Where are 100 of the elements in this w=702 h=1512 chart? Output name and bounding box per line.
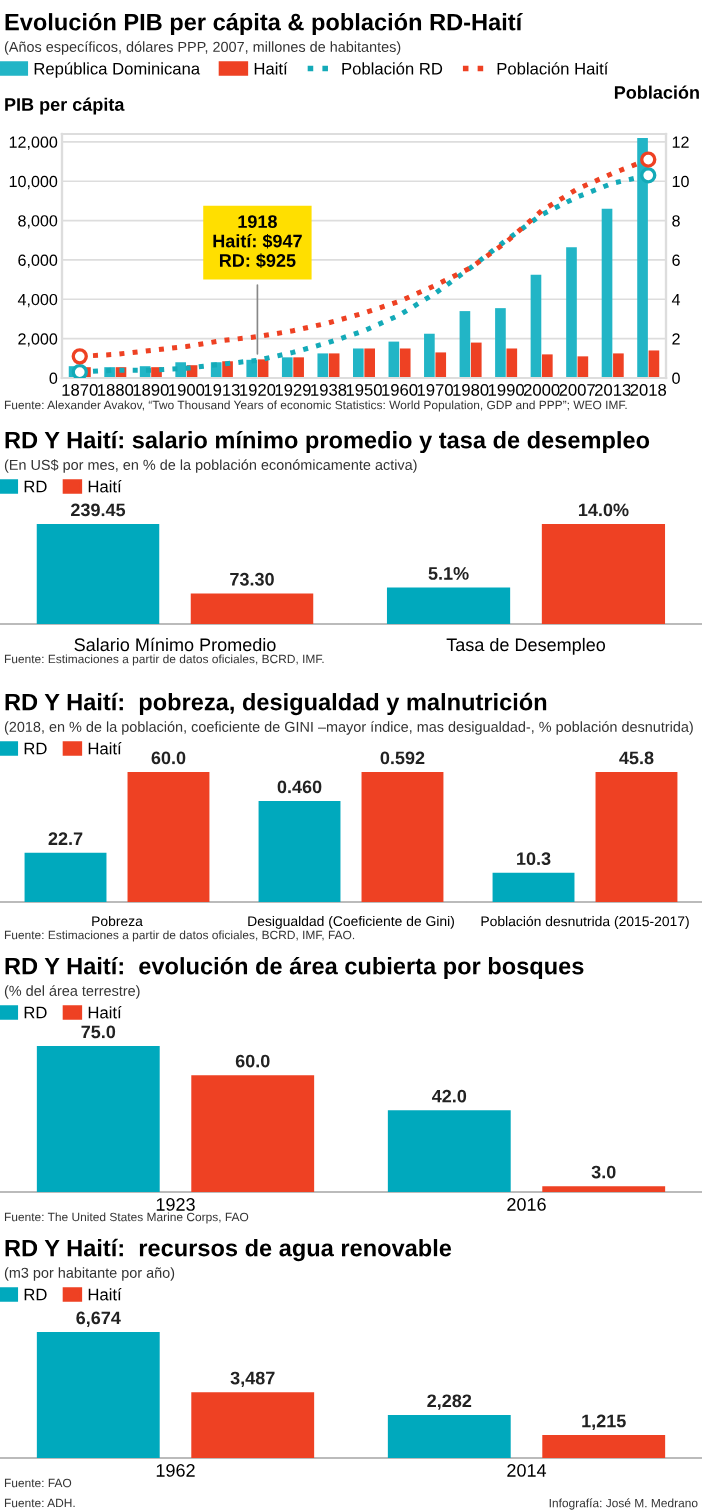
data-label: 1,215 — [582, 1414, 626, 1430]
data-label: 75.0 — [81, 1025, 116, 1039]
chart-title: RD Y Haití: pobreza, desigualdad y malnutrición — [5, 692, 547, 716]
y2-tick-label: 4 — [671, 294, 681, 306]
y-tick-label: 2,000 — [18, 333, 58, 347]
x-tick-label: 1923 — [156, 1198, 195, 1211]
bar — [506, 348, 518, 378]
chart-title: Evolución PIB per cápita & población RD-Haití — [5, 12, 523, 36]
chart-title: RD Y Haití: recursos de agua renovable — [5, 1238, 452, 1262]
x-tick-label: 2014 — [507, 1464, 547, 1477]
bar — [328, 353, 340, 378]
bar — [387, 1414, 511, 1458]
bar — [191, 1075, 315, 1192]
legend-label: Haití — [254, 62, 288, 75]
bar — [566, 247, 577, 378]
x-tick-label: 1960 — [382, 384, 418, 396]
data-label: 0.592 — [380, 751, 425, 765]
bar — [542, 1186, 666, 1192]
x-tick-label: 1980 — [453, 384, 489, 396]
bar — [542, 354, 553, 378]
point — [71, 348, 88, 365]
bar — [364, 348, 376, 378]
y2-tick-label: 0 — [672, 372, 680, 384]
x-tick-label: 1929 — [275, 384, 311, 396]
bar — [293, 357, 304, 378]
data-label: 60.0 — [235, 1054, 270, 1068]
bar — [577, 356, 589, 378]
chart-title: RD Y Haití: evolución de área cubierta por bosques — [5, 956, 584, 980]
data-label: 3.0 — [591, 1165, 616, 1179]
x-axis-title: Salario Mínimo Promedio — [74, 637, 276, 652]
y2-tick-label: 10 — [672, 175, 689, 188]
data-label: 0.460 — [277, 780, 322, 794]
x-tick-label: 2013 — [595, 384, 631, 396]
point — [71, 363, 88, 378]
x-tick-label: 1990 — [488, 384, 525, 396]
legend-label: RD — [24, 1006, 47, 1019]
data-label: 42.0 — [431, 1089, 467, 1103]
y-tick-label: 10,000 — [9, 175, 58, 190]
data-label: 10.3 — [517, 852, 551, 866]
x-tick-label: 1962 — [156, 1464, 195, 1477]
y2-axis-title: Población — [614, 85, 699, 99]
legend-label: Haití — [88, 742, 122, 755]
y2-tick-label: 8 — [672, 215, 680, 227]
bar — [424, 333, 435, 378]
x-tick-label: 1920 — [240, 384, 276, 396]
bar — [530, 274, 542, 378]
legend-label: Población Haití — [497, 62, 609, 75]
bar — [388, 341, 400, 378]
data-label: 45.8 — [619, 751, 654, 765]
legend-label: RD — [24, 1288, 47, 1301]
bar — [470, 342, 482, 378]
x-tick-label: 1890 — [133, 384, 169, 396]
x-axis-title: Tasa de Desempleo — [446, 637, 606, 655]
x-tick-label: 1880 — [98, 384, 134, 396]
bar — [175, 362, 186, 378]
data-label: 239.45 — [71, 503, 126, 517]
bar — [601, 208, 613, 378]
y-tick-label: 0 — [49, 372, 58, 384]
x-tick-label: 1970 — [417, 384, 453, 396]
data-label: 73.30 — [230, 572, 274, 586]
x-tick-label: 1938 — [311, 384, 347, 396]
x-tick-label: 2018 — [630, 384, 667, 396]
chart-title: RD Y Haití: salario mínimo promedio y tasa de desempleo — [5, 430, 650, 454]
data-label: 2,282 — [427, 1394, 472, 1410]
y-tick-label: 8,000 — [18, 215, 58, 229]
data-label: 5.1% — [428, 567, 469, 580]
y2-tick-label: 6 — [672, 254, 680, 266]
point — [640, 167, 657, 184]
bar — [317, 353, 329, 378]
bar — [495, 308, 506, 378]
bar — [459, 311, 471, 378]
bar — [613, 353, 624, 378]
y-tick-label: 4,000 — [17, 293, 58, 308]
legend-label: Población RD — [342, 62, 443, 75]
bar — [281, 357, 293, 378]
point — [640, 151, 657, 168]
x-tick-label: 2000 — [523, 384, 560, 396]
y-axis-title: PIB per cápita — [5, 97, 125, 115]
y2-tick-label: 12 — [672, 136, 689, 148]
legend-label: RD — [24, 480, 47, 493]
bar — [191, 1392, 315, 1458]
bar — [36, 1046, 160, 1192]
bar — [352, 348, 364, 378]
y-tick-label: 6,000 — [18, 254, 58, 268]
legend-label: RD — [24, 742, 47, 755]
bar — [542, 1435, 666, 1458]
x-tick-label: 2007 — [559, 384, 595, 396]
bar — [435, 352, 447, 378]
legend-label: Haití — [88, 1288, 122, 1301]
data-label: 14.0% — [578, 503, 629, 517]
x-tick-label: 1900 — [169, 384, 205, 396]
bar — [387, 1110, 511, 1192]
legend-label: República Dominicana — [34, 62, 201, 78]
legend-label: Haití — [88, 480, 122, 493]
y-tick-label: 12,000 — [9, 136, 58, 150]
annotation: 1918 Haití: $947 RD: $925 — [213, 215, 302, 269]
legend-label: Haití — [88, 1006, 122, 1019]
data-label: 60.0 — [151, 751, 186, 765]
bar — [648, 350, 660, 378]
bar — [399, 348, 411, 378]
